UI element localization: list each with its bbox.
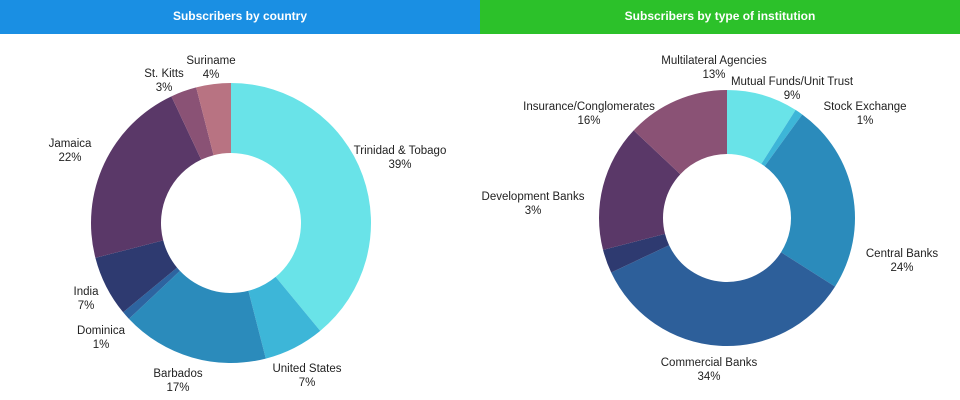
slice-jamaica [91, 96, 202, 258]
slice-india [95, 240, 178, 313]
slice-label-jamaica: Jamaica [49, 138, 92, 150]
slice-label-trinidad-tobago: Trinidad & Tobago [354, 145, 447, 157]
slice-insurance-conglomerates [599, 130, 681, 250]
slice-development-banks [603, 233, 670, 273]
slice-mutual-funds-unit-trust [727, 90, 796, 164]
slice-united-states [248, 276, 321, 359]
slice-suriname [196, 83, 231, 156]
slice-value-stock-exchange: 1% [857, 115, 874, 127]
slice-label-insurance-conglomerates: Insurance/Conglomerates [523, 101, 655, 113]
slice-label-barbados: Barbados [153, 368, 202, 380]
slice-value-barbados: 17% [166, 382, 189, 394]
slice-value-multilateral-agencies: 13% [702, 69, 725, 81]
slice-value-development-banks: 3% [525, 205, 542, 217]
slice-label-stock-exchange: Stock Exchange [823, 101, 906, 113]
slice-value-india: 7% [78, 300, 95, 312]
slice-stock-exchange [761, 109, 803, 167]
slice-value-mutual-funds-unit-trust: 9% [784, 90, 801, 102]
slice-label-dominica: Dominica [77, 325, 126, 337]
chart-title: Subscribers by country [0, 0, 480, 34]
slice-value-trinidad-tobago: 39% [388, 159, 411, 171]
slice-trinidad-tobago [231, 83, 371, 331]
slice-value-suriname: 4% [203, 69, 220, 81]
slice-label-suriname: Suriname [186, 55, 235, 67]
country-chart-panel: Subscribers by country Trinidad & Tobago… [0, 0, 480, 394]
slice-value-jamaica: 22% [58, 152, 81, 164]
slice-dominica [123, 267, 180, 319]
slice-multilateral-agencies [633, 90, 727, 175]
slice-label-united-states: United States [272, 363, 341, 375]
slice-value-insurance-conglomerates: 16% [577, 115, 600, 127]
slice-label-india: India [74, 286, 100, 298]
slice-value-united-states: 7% [299, 377, 316, 389]
institution-chart-panel: Subscribers by type of institution Mutua… [480, 0, 960, 400]
slice-value-st-kitts: 3% [156, 82, 173, 94]
slice-barbados [128, 270, 266, 364]
country-donut-chart: Trinidad & Tobago 39% United States 7% Barba… [49, 55, 447, 394]
institution-donut-chart: Mutual Funds/Unit Trust 9% Stock Exchange 1… [482, 55, 939, 383]
slice-label-commercial-banks: Commercial Banks [661, 357, 758, 369]
slice-commercial-banks [611, 245, 836, 347]
slice-label-development-banks: Development Banks [482, 191, 585, 203]
slice-label-mutual-funds-unit-trust: Mutual Funds/Unit Trust [731, 76, 854, 88]
chart-title: Subscribers by type of institution [480, 0, 960, 34]
slice-value-dominica: 1% [93, 339, 110, 351]
slice-label-multilateral-agencies: Multilateral Agencies [661, 55, 767, 67]
slice-label-central-banks: Central Banks [866, 248, 938, 260]
slice-central-banks [764, 114, 855, 287]
slice-value-commercial-banks: 34% [697, 371, 720, 383]
slice-value-central-banks: 24% [890, 262, 913, 274]
slice-label-st-kitts: St. Kitts [144, 68, 184, 80]
slice-st-kitts [171, 87, 214, 160]
